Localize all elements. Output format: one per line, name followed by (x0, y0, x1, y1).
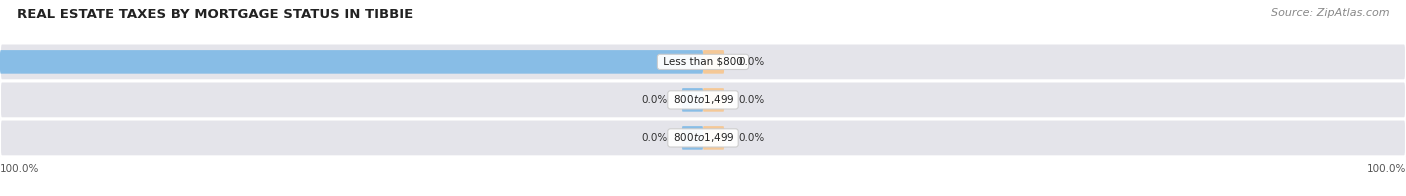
Text: Less than $800: Less than $800 (659, 57, 747, 67)
Text: $800 to $1,499: $800 to $1,499 (671, 93, 735, 106)
Text: Source: ZipAtlas.com: Source: ZipAtlas.com (1271, 8, 1389, 18)
FancyBboxPatch shape (703, 88, 724, 112)
FancyBboxPatch shape (0, 50, 703, 74)
Text: 0.0%: 0.0% (641, 95, 668, 105)
FancyBboxPatch shape (682, 126, 703, 150)
FancyBboxPatch shape (703, 126, 724, 150)
Text: REAL ESTATE TAXES BY MORTGAGE STATUS IN TIBBIE: REAL ESTATE TAXES BY MORTGAGE STATUS IN … (17, 8, 413, 21)
FancyBboxPatch shape (703, 50, 724, 74)
Text: $800 to $1,499: $800 to $1,499 (671, 131, 735, 144)
Text: 0.0%: 0.0% (641, 133, 668, 143)
FancyBboxPatch shape (0, 44, 1406, 80)
FancyBboxPatch shape (0, 120, 1406, 156)
FancyBboxPatch shape (0, 82, 1406, 118)
Text: 100.0%: 100.0% (1367, 164, 1406, 174)
Text: 0.0%: 0.0% (738, 57, 765, 67)
Text: 0.0%: 0.0% (738, 133, 765, 143)
Text: 100.0%: 100.0% (0, 164, 39, 174)
Text: 0.0%: 0.0% (738, 95, 765, 105)
FancyBboxPatch shape (682, 88, 703, 112)
